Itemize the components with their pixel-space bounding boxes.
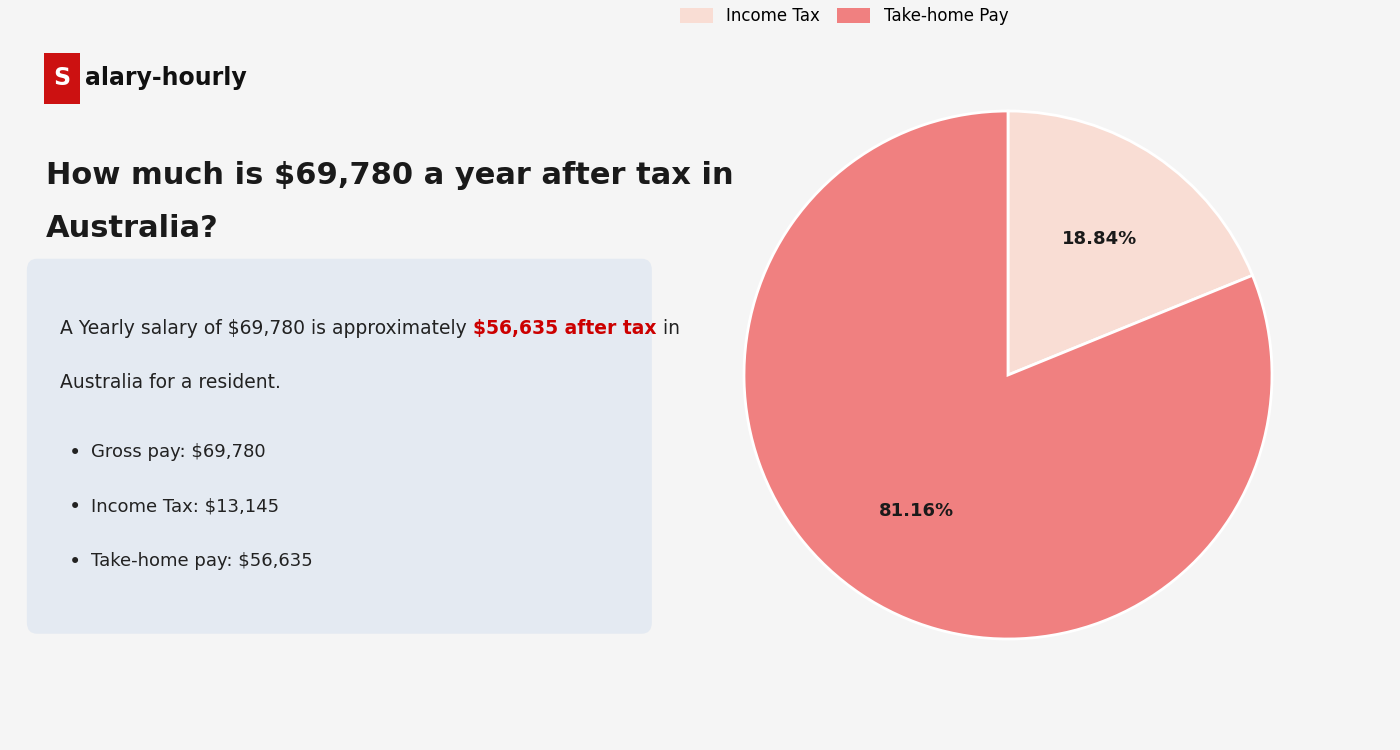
Legend: Income Tax, Take-home Pay: Income Tax, Take-home Pay — [673, 1, 1015, 32]
Text: •: • — [69, 497, 81, 517]
Text: A Yearly salary of $69,780 is approximately: A Yearly salary of $69,780 is approximat… — [60, 319, 473, 338]
Text: •: • — [69, 552, 81, 572]
Text: S: S — [53, 66, 70, 90]
FancyBboxPatch shape — [27, 259, 652, 634]
Text: Take-home pay: $56,635: Take-home pay: $56,635 — [91, 552, 312, 570]
Text: Income Tax: $13,145: Income Tax: $13,145 — [91, 497, 279, 515]
FancyBboxPatch shape — [43, 53, 80, 104]
Text: •: • — [69, 442, 81, 463]
Text: Gross pay: $69,780: Gross pay: $69,780 — [91, 442, 266, 460]
Text: Australia?: Australia? — [46, 214, 218, 243]
Text: in: in — [657, 319, 680, 338]
Text: 18.84%: 18.84% — [1061, 230, 1137, 248]
Text: How much is $69,780 a year after tax in: How much is $69,780 a year after tax in — [46, 161, 734, 190]
Text: Australia for a resident.: Australia for a resident. — [60, 373, 281, 392]
Text: $56,635 after tax: $56,635 after tax — [473, 319, 657, 338]
Wedge shape — [1008, 111, 1253, 375]
Wedge shape — [743, 111, 1273, 639]
Text: 81.16%: 81.16% — [879, 502, 955, 520]
Text: alary-hourly: alary-hourly — [84, 66, 246, 90]
